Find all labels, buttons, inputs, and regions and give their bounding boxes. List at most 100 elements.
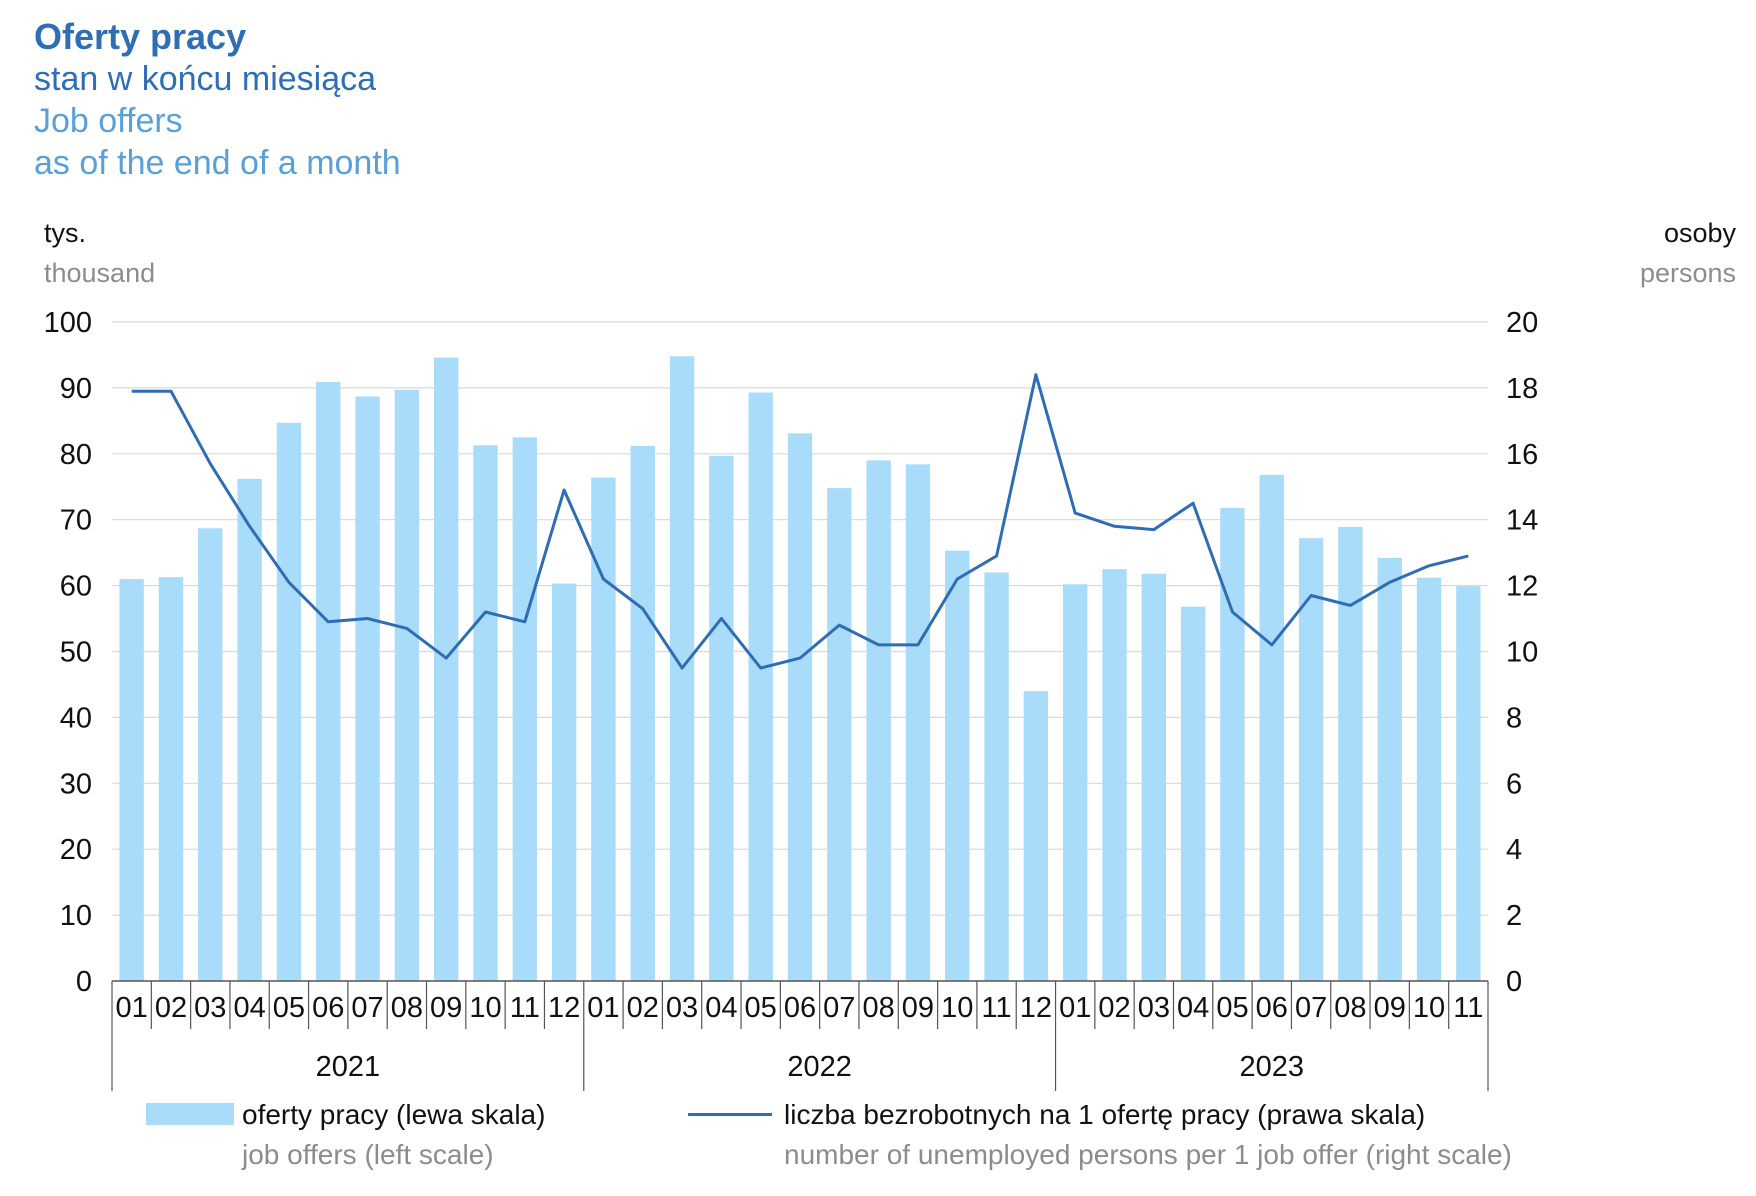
- x-axis-tick-label: 07: [823, 992, 855, 1024]
- right-axis-tick-label: 12: [1506, 571, 1538, 603]
- right-axis-tick-label: 8: [1506, 702, 1522, 734]
- bar: [866, 460, 891, 981]
- year-label: 2021: [316, 1051, 381, 1083]
- legend-bars-label: oferty pracy (lewa skala): [242, 1099, 546, 1130]
- x-axis-tick-label: 05: [745, 992, 777, 1024]
- bar: [119, 579, 144, 981]
- x-axis-tick-label: 09: [902, 992, 934, 1024]
- bar: [1023, 691, 1049, 981]
- right-axis-tick-label: 16: [1506, 439, 1538, 471]
- bar: [1180, 606, 1206, 981]
- legend-line-label-en: number of unemployed persons per 1 job o…: [784, 1139, 1512, 1170]
- right-axis-tick-label: 6: [1506, 768, 1522, 800]
- left-axis-tick-label: 0: [76, 966, 92, 998]
- right-axis-tick-label: 20: [1506, 307, 1538, 339]
- legend-item-unemployed-per-offer: liczba bezrobotnych na 1 ofertę pracy (p…: [688, 1095, 1512, 1175]
- bar: [591, 477, 616, 981]
- left-axis-tick-label: 70: [60, 505, 92, 537]
- right-axis-tick-label: 0: [1506, 966, 1522, 998]
- bar: [512, 437, 537, 981]
- legend-line-swatch: [688, 1113, 772, 1116]
- x-axis-tick-label: 04: [233, 992, 265, 1024]
- chart-title: Oferty pracy: [34, 16, 247, 57]
- x-axis-tick-label: 07: [351, 992, 383, 1024]
- bar: [433, 357, 459, 981]
- left-axis-unit-en: thousand: [44, 258, 156, 288]
- year-label: 2023: [1240, 1051, 1305, 1083]
- bar: [984, 572, 1009, 981]
- x-axis-tick-label: 01: [1059, 992, 1091, 1024]
- x-axis-tick-label: 03: [194, 992, 226, 1024]
- bar: [355, 396, 380, 981]
- right-axis-tick-label: 2: [1506, 900, 1522, 932]
- legend-line-label: liczba bezrobotnych na 1 ofertę pracy (p…: [784, 1099, 1426, 1130]
- left-axis-unit: tys. thousand: [44, 213, 155, 293]
- x-axis-tick-label: 08: [391, 992, 423, 1024]
- bar: [1298, 538, 1324, 981]
- x-axis-tick-label: 03: [1138, 992, 1170, 1024]
- left-axis-tick-label: 10: [60, 900, 92, 932]
- right-axis-unit: osoby persons: [1640, 213, 1736, 293]
- bar: [158, 577, 184, 981]
- x-axis-tick-label: 01: [116, 992, 148, 1024]
- right-axis-unit-en: persons: [1639, 258, 1736, 288]
- chart-subtitle: stan w końcu miesiąca: [34, 60, 377, 98]
- x-axis-tick-label: 02: [627, 992, 659, 1024]
- x-axis-tick-label: 08: [1334, 992, 1366, 1024]
- left-axis-tick-label: 20: [60, 834, 92, 866]
- left-axis-unit-pl: tys.: [44, 218, 87, 248]
- bar: [1416, 577, 1442, 981]
- x-axis-tick-label: 08: [862, 992, 894, 1024]
- left-axis-tick-label: 100: [44, 307, 92, 339]
- x-axis-tick-label: 11: [1453, 992, 1483, 1024]
- bar: [905, 464, 931, 981]
- x-axis-tick-label: 11: [510, 992, 540, 1024]
- bar: [1338, 526, 1363, 981]
- left-axis-tick-label: 50: [60, 637, 92, 669]
- left-axis-tick-label: 40: [60, 702, 92, 734]
- x-axis-tick-label: 07: [1295, 992, 1327, 1024]
- bar: [1456, 586, 1481, 981]
- x-axis-tick-label: 04: [705, 992, 737, 1024]
- bar: [1220, 507, 1245, 981]
- x-axis-tick-label: 10: [469, 992, 501, 1024]
- bar: [945, 550, 970, 981]
- left-axis-tick-label: 90: [60, 373, 92, 405]
- x-axis-tick-label: 09: [1374, 992, 1406, 1024]
- bar: [630, 445, 655, 982]
- x-axis-tick-label: 03: [666, 992, 698, 1024]
- bar: [276, 422, 302, 981]
- x-axis-tick-label: 06: [312, 992, 344, 1024]
- bar: [473, 445, 498, 981]
- chart-title-block: Oferty pracy stan w końcu miesiąca Job o…: [34, 16, 401, 184]
- x-axis-tick-label: 04: [1177, 992, 1209, 1024]
- x-axis-tick-label: 09: [430, 992, 462, 1024]
- bar: [1063, 584, 1088, 981]
- legend-bars-label-en: job offers (left scale): [242, 1139, 494, 1170]
- x-axis-tick-label: 12: [548, 992, 580, 1024]
- x-axis-tick-label: 05: [273, 992, 305, 1024]
- x-axis-tick-label: 06: [1256, 992, 1288, 1024]
- x-axis-tick-label: 02: [1098, 992, 1130, 1024]
- bar: [1259, 474, 1284, 981]
- x-axis-tick-label: 10: [1413, 992, 1445, 1024]
- right-axis-unit-pl: osoby: [1663, 218, 1736, 248]
- bar: [827, 488, 852, 981]
- bar: [748, 392, 773, 981]
- bar: [787, 433, 813, 982]
- bar: [551, 583, 577, 981]
- chart-title-en: Job offers: [34, 102, 183, 140]
- bar: [1102, 569, 1127, 981]
- right-axis-tick-label: 4: [1506, 834, 1522, 866]
- bar: [1141, 573, 1167, 981]
- x-axis-tick-label: 01: [587, 992, 619, 1024]
- x-axis-tick-label: 06: [784, 992, 816, 1024]
- x-axis-tick-label: 10: [941, 992, 973, 1024]
- x-axis-tick-label: 05: [1216, 992, 1248, 1024]
- year-label: 2022: [787, 1051, 852, 1083]
- x-axis-tick-label: 02: [155, 992, 187, 1024]
- left-axis-tick-label: 60: [60, 571, 92, 603]
- left-axis-tick-label: 30: [60, 768, 92, 800]
- x-axis-tick-label: 12: [1020, 992, 1052, 1024]
